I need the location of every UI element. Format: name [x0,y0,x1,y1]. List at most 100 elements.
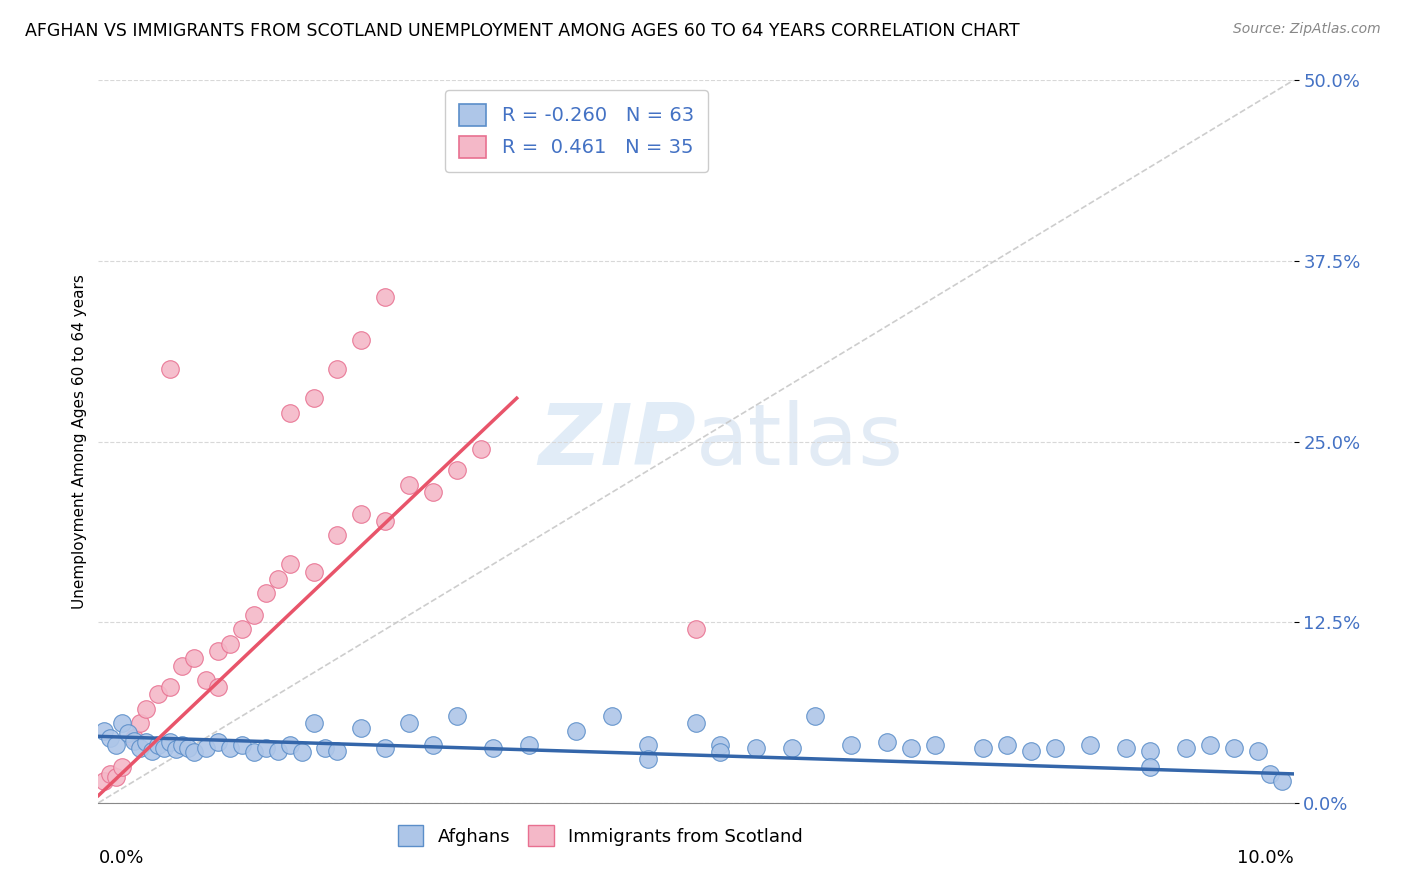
Point [900,740,922,755]
Point [398,716,420,731]
Point [159,362,181,376]
Point [302,565,325,579]
Point [1139,744,1161,758]
Y-axis label: Unemployment Among Ages 60 to 64 years: Unemployment Among Ages 60 to 64 years [72,274,87,609]
Point [482,740,505,755]
Point [98,731,122,745]
Point [1115,740,1137,755]
Point [374,290,396,304]
Point [177,740,200,755]
Point [231,623,253,637]
Point [745,740,768,755]
Point [148,738,170,752]
Point [685,623,707,637]
Point [278,738,301,752]
Point [1175,740,1198,755]
Point [159,735,181,749]
Point [1258,767,1281,781]
Point [124,731,146,745]
Point [326,528,349,542]
Point [129,740,152,755]
Point [398,478,420,492]
Point [172,738,194,752]
Point [517,738,540,752]
Point [165,742,187,756]
Point [111,716,134,731]
Text: AFGHAN VS IMMIGRANTS FROM SCOTLAND UNEMPLOYMENT AMONG AGES 60 TO 64 YEARS CORREL: AFGHAN VS IMMIGRANTS FROM SCOTLAND UNEMP… [25,22,1019,40]
Point [207,680,229,694]
Point [350,334,373,348]
Point [1043,740,1066,755]
Point [278,406,301,420]
Point [98,767,122,781]
Point [124,733,146,747]
Point [315,740,337,755]
Point [876,735,898,749]
Point [195,740,218,755]
Point [195,673,218,687]
Point [446,709,468,723]
Point [1271,774,1294,789]
Point [117,726,139,740]
Point [780,740,803,755]
Point [243,745,266,759]
Point [374,514,396,528]
Text: atlas: atlas [696,400,904,483]
Point [685,716,707,731]
Point [1247,744,1270,758]
Point [254,740,277,755]
Point [350,507,373,521]
Point [972,740,994,755]
Text: Source: ZipAtlas.com: Source: ZipAtlas.com [1233,22,1381,37]
Point [804,709,827,723]
Point [172,658,194,673]
Text: ZIP: ZIP [538,400,696,483]
Point [1139,760,1161,774]
Point [709,738,731,752]
Point [183,651,205,665]
Point [637,752,659,766]
Point [135,702,157,716]
Point [709,745,731,759]
Point [1199,738,1222,752]
Point [841,738,863,752]
Point [243,607,266,622]
Point [446,463,468,477]
Text: 0.0%: 0.0% [98,849,143,867]
Point [105,770,128,784]
Point [291,745,314,759]
Point [219,740,242,755]
Point [93,774,115,789]
Point [565,723,588,738]
Point [267,572,290,586]
Point [153,740,176,755]
Point [93,723,115,738]
Point [350,721,373,735]
Point [995,738,1018,752]
Point [207,644,229,658]
Point [278,558,301,572]
Text: 10.0%: 10.0% [1237,849,1294,867]
Point [637,738,659,752]
Point [302,716,325,731]
Point [1080,738,1102,752]
Point [254,586,277,600]
Point [422,485,444,500]
Legend: Afghans, Immigrants from Scotland: Afghans, Immigrants from Scotland [389,816,811,855]
Point [141,744,163,758]
Point [105,738,128,752]
Point [183,745,205,759]
Point [129,716,152,731]
Point [326,362,349,376]
Point [207,735,229,749]
Point [231,738,253,752]
Point [924,738,946,752]
Point [219,637,242,651]
Point [470,442,492,456]
Point [111,760,134,774]
Point [267,744,290,758]
Point [159,680,181,694]
Point [135,735,157,749]
Point [302,391,325,405]
Point [1223,740,1246,755]
